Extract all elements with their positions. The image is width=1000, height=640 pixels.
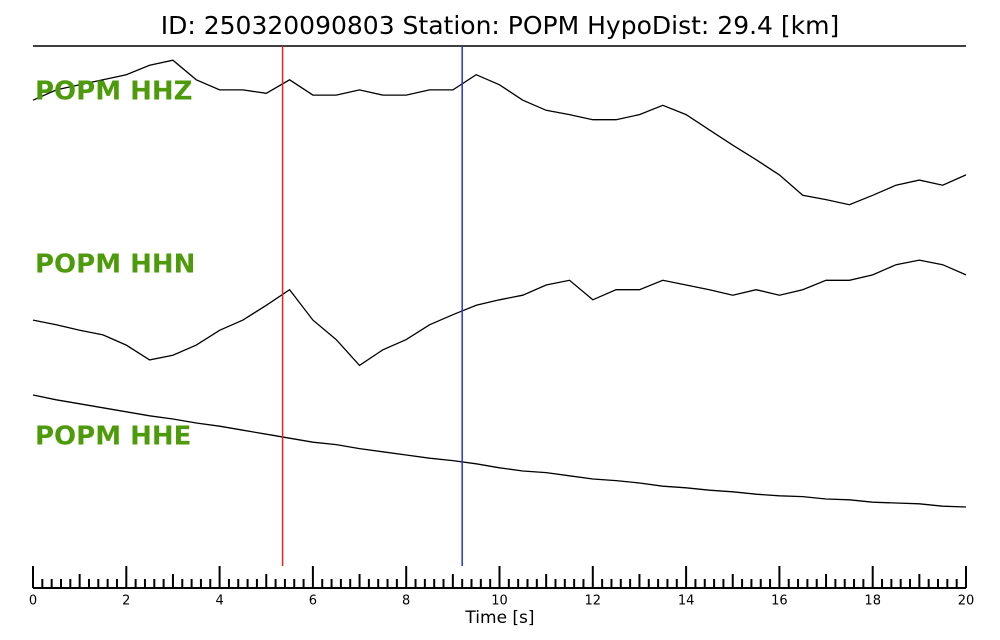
x-tick-label: 16: [771, 594, 788, 609]
x-axis-label: Time [s]: [464, 608, 534, 628]
x-tick-label: 20: [958, 594, 975, 609]
trace: [32, 259, 967, 367]
trace: [32, 394, 967, 508]
chart-title: ID: 250320090803 Station: POPM HypoDist:…: [161, 11, 840, 40]
x-tick-label: 18: [864, 594, 881, 609]
trace-label: POPM HHZ: [35, 77, 193, 107]
x-tick-label: 12: [585, 594, 602, 609]
x-tick-label: 0: [29, 594, 37, 609]
trace: [32, 59, 967, 206]
x-tick-label: 4: [215, 594, 223, 609]
x-tick-label: 6: [309, 594, 317, 609]
x-tick-label: 14: [678, 594, 695, 609]
x-tick-label: 2: [122, 594, 130, 609]
x-tick-label: 10: [491, 594, 508, 609]
trace-label: POPM HHE: [35, 422, 191, 452]
x-tick-label: 8: [402, 594, 410, 609]
trace-label: POPM HHN: [35, 250, 195, 280]
